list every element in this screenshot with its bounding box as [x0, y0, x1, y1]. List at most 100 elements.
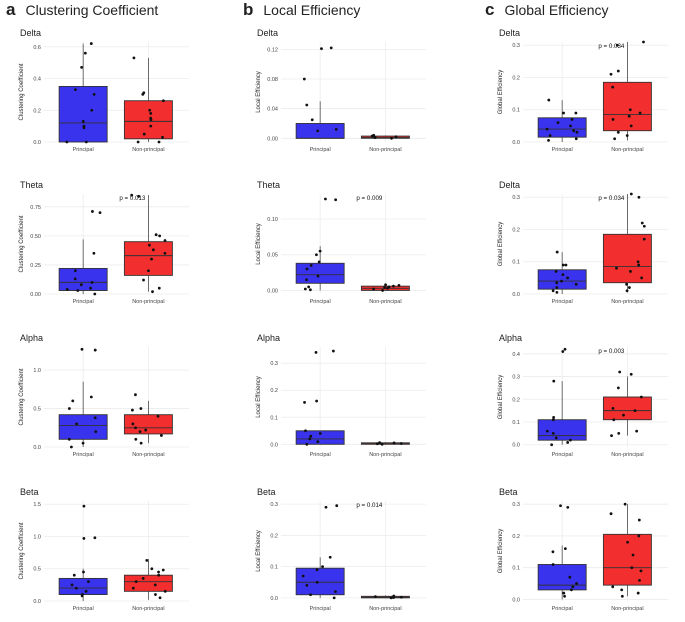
data-point [547, 98, 551, 102]
data-point [394, 135, 398, 139]
data-point [570, 118, 574, 121]
data-point [301, 574, 305, 578]
data-point [618, 370, 622, 374]
data-point [616, 69, 620, 73]
data-point [570, 588, 573, 592]
data-point [149, 112, 153, 115]
y-tick-label: 0.4 [33, 77, 41, 83]
data-point [637, 195, 641, 199]
data-point [617, 431, 621, 435]
data-point [73, 269, 77, 273]
data-point [620, 594, 624, 598]
data-point [612, 418, 616, 422]
data-point [639, 395, 643, 399]
y-tick-label: 0.04 [267, 107, 278, 113]
data-point [380, 442, 384, 446]
p-value-label: p = 0.003 [598, 348, 625, 355]
data-point [84, 140, 88, 144]
data-point [150, 257, 153, 261]
data-point [622, 413, 625, 417]
y-axis-label: Global Efficiency [498, 70, 504, 115]
data-point [71, 399, 75, 403]
data-point [134, 437, 138, 441]
y-tick-label: 0.0 [512, 597, 520, 603]
data-point [629, 270, 632, 273]
box-principal [537, 419, 587, 441]
data-point [554, 270, 558, 273]
data-point [74, 586, 78, 590]
y-tick-label: 0.0 [270, 596, 278, 602]
data-point [80, 65, 84, 69]
box-principal [295, 430, 345, 445]
x-tick-label: Non-principal [369, 299, 401, 305]
data-point [136, 140, 140, 144]
chart-panel: Beta 0.0 0.1 0.2 0.3 Local Efficiency Principa… [243, 487, 433, 617]
chart-panel: Theta 0.00 0.25 0.50 0.75 Clustering Coeffici… [6, 180, 196, 310]
box-principal [295, 262, 345, 284]
data-point [157, 140, 161, 144]
data-point [637, 263, 641, 267]
data-point [149, 124, 153, 128]
y-tick-label: 0.1 [512, 566, 520, 572]
data-point [399, 442, 403, 445]
column-letter: b [243, 0, 254, 19]
data-point [82, 570, 85, 574]
y-tick-label: 0.3 [512, 43, 520, 49]
data-point [91, 210, 94, 213]
p-value-label: p = 0.009 [356, 195, 383, 202]
data-point [564, 263, 568, 267]
data-point [158, 234, 162, 238]
data-point [609, 512, 613, 516]
x-tick-label: Non-principal [132, 606, 164, 612]
data-point [137, 194, 141, 198]
y-tick-label: 0.5 [33, 407, 41, 413]
data-point [163, 589, 167, 593]
x-tick-label: Principal [552, 147, 573, 153]
data-point [70, 583, 74, 587]
box-principal [537, 117, 587, 138]
data-point [561, 350, 565, 353]
data-point [328, 555, 332, 559]
box-plot: 0.0 0.5 1.0 1.5 Clustering Coefficient Princi… [19, 501, 189, 612]
data-point [569, 124, 572, 128]
data-point [148, 108, 152, 112]
chart-panel: Delta 0.0 0.2 0.4 0.6 Clustering Coefficient P… [6, 28, 196, 158]
box-plot: 0.0 0.1 0.2 0.3 Local Efficiency Principal Non… [256, 347, 426, 458]
data-point [81, 119, 85, 123]
data-point [548, 134, 552, 137]
data-point [555, 281, 559, 285]
y-tick-label: 0.75 [30, 205, 41, 211]
data-point [320, 47, 323, 51]
data-point [566, 441, 570, 444]
data-point [386, 286, 389, 290]
data-point [555, 286, 559, 289]
data-point [305, 583, 309, 587]
chart-panel: Delta 0.00 0.04 0.08 0.12 Local Efficiency Pri… [243, 28, 433, 158]
data-point [305, 442, 309, 446]
p-value-label: p = 0.034 [598, 43, 625, 50]
panel-title: Alpha [499, 333, 523, 343]
data-point [163, 251, 167, 255]
data-point [373, 595, 377, 599]
data-point [141, 92, 145, 96]
x-tick-label: Principal [310, 606, 331, 612]
data-point [568, 575, 572, 579]
data-point [150, 567, 154, 571]
data-point [640, 276, 644, 280]
x-tick-label: Non-principal [611, 147, 643, 153]
data-point [157, 573, 161, 577]
data-point [80, 594, 84, 598]
data-point [625, 289, 629, 293]
data-point [92, 251, 96, 255]
data-point [640, 221, 644, 225]
data-point [574, 111, 578, 115]
data-point [72, 573, 76, 577]
data-point [384, 283, 387, 287]
data-point [627, 114, 631, 118]
data-point [82, 126, 86, 130]
data-point [151, 248, 155, 252]
x-tick-label: Non-principal [132, 452, 164, 458]
y-tick-label: 0.3 [512, 375, 520, 381]
data-point [307, 285, 311, 289]
data-point [615, 43, 619, 47]
